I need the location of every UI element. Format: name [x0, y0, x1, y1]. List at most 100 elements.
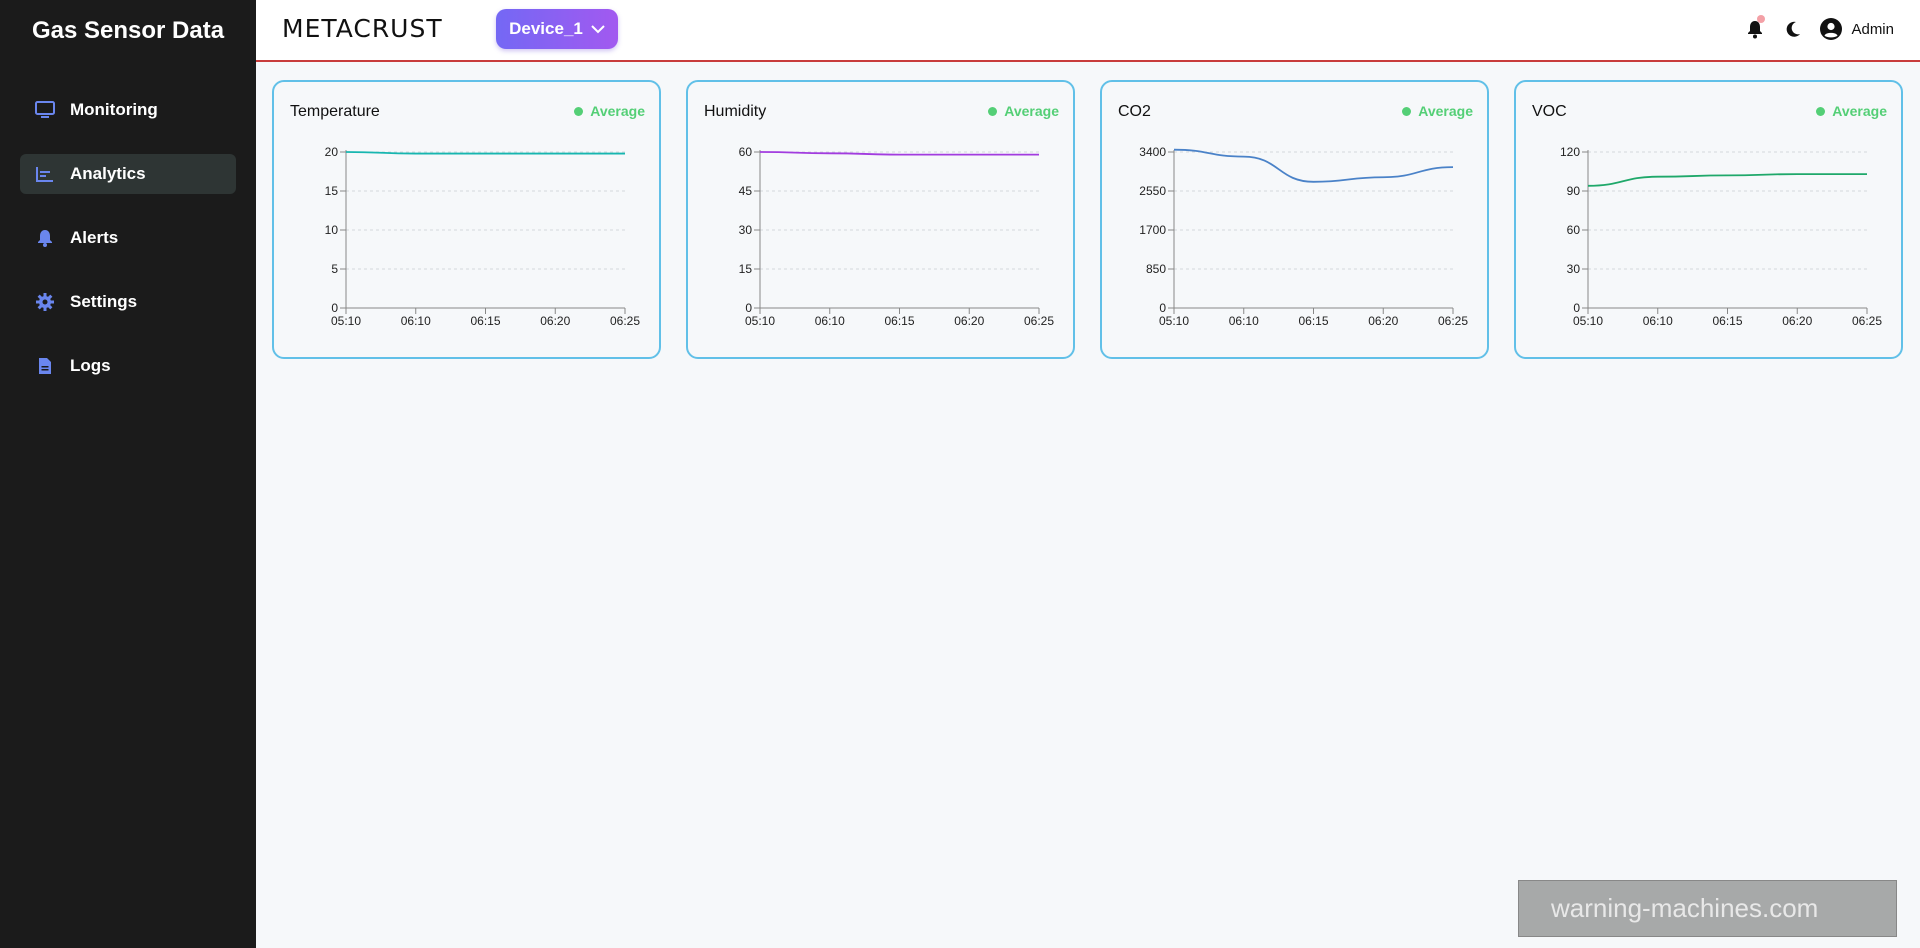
status-dot	[1402, 106, 1412, 116]
series-line	[1173, 148, 1454, 183]
series-line	[345, 151, 625, 155]
x-tick-label: 06:20	[954, 314, 984, 328]
sidebar-item-analytics[interactable]: Analytics	[20, 154, 236, 194]
badge-label: Average	[1832, 103, 1887, 119]
status-dot	[574, 106, 584, 116]
notification-dot	[1757, 15, 1766, 23]
card-title: Temperature	[290, 103, 380, 120]
y-tick-label: 2550	[1139, 184, 1166, 198]
y-tick-label: 60	[1567, 223, 1581, 237]
y-tick-label: 20	[325, 145, 339, 159]
device-selector-label: Device_1	[509, 19, 583, 38]
x-tick-label: 05:10	[745, 314, 775, 328]
y-tick-label: 0	[1159, 301, 1166, 315]
sidebar-nav: Monitoring Analytics Alerts Settings Log…	[20, 90, 236, 410]
average-badge: Average	[574, 103, 645, 119]
bell-icon[interactable]	[1743, 15, 1767, 41]
series-line	[759, 151, 1039, 156]
sidebar-item-monitoring[interactable]: Monitoring	[20, 90, 236, 130]
x-tick-label: 06:10	[1643, 314, 1673, 328]
temperature-chart: 0 5 10 15 20 05:10 06:10 06:15 06:20 06:25	[325, 145, 641, 328]
co2-chart: 0 850 1700 2550 3400 05:10 06:10 06:15 06:20 06:2…	[1139, 145, 1468, 328]
moon-icon[interactable]	[1781, 17, 1805, 41]
file-icon	[34, 355, 56, 377]
co2-card: CO2 Average 0 850 1700 2550 3400 05:10 06:10 06…	[1100, 80, 1489, 359]
user-avatar-icon[interactable]	[1819, 17, 1843, 41]
badge-label: Average	[590, 103, 645, 119]
x-tick-label: 06:20	[1368, 314, 1398, 328]
temperature-card: Temperature Average 0 5 10 15 20 05:10 06:10 06…	[272, 80, 661, 359]
header-actions: Admin	[1729, 14, 1894, 44]
badge-label: Average	[1418, 103, 1473, 119]
card-title: Humidity	[704, 103, 767, 120]
sidebar-item-label: Alerts	[70, 228, 119, 247]
y-tick-label: 0	[1573, 301, 1580, 315]
x-tick-label: 05:10	[1159, 314, 1189, 328]
sidebar-item-settings[interactable]: Settings	[20, 282, 236, 322]
gear-icon	[34, 291, 56, 313]
y-tick-label: 15	[325, 184, 339, 198]
x-tick-label: 06:15	[470, 314, 500, 328]
x-tick-label: 05:10	[331, 314, 361, 328]
sidebar-item-label: Settings	[70, 292, 138, 311]
y-tick-label: 0	[331, 301, 338, 315]
card-title: CO2	[1118, 103, 1151, 120]
voc-card: VOC Average 0 30 60 90 120 05:10 06:10 06:15 06:…	[1514, 80, 1903, 359]
sidebar: Gas Sensor Data Monitoring Analytics Ale…	[0, 0, 256, 948]
x-tick-label: 06:25	[1438, 314, 1468, 328]
x-tick-label: 06:10	[815, 314, 845, 328]
y-tick-label: 120	[1560, 145, 1580, 159]
x-tick-label: 06:10	[1229, 314, 1259, 328]
sidebar-item-alerts[interactable]: Alerts	[20, 218, 236, 258]
y-tick-label: 45	[739, 184, 753, 198]
sidebar-item-label: Analytics	[70, 164, 146, 183]
user-name[interactable]: Admin	[1851, 20, 1894, 38]
average-badge: Average	[1816, 103, 1887, 119]
chevron-down-icon	[591, 24, 605, 33]
x-tick-label: 06:15	[884, 314, 914, 328]
sidebar-item-label: Logs	[70, 356, 111, 375]
average-badge: Average	[988, 103, 1059, 119]
app-title: Gas Sensor Data	[31, 17, 225, 44]
y-tick-label: 0	[745, 301, 752, 315]
bar-chart-icon	[34, 163, 56, 185]
y-tick-label: 60	[739, 145, 753, 159]
x-tick-label: 06:15	[1712, 314, 1742, 328]
monitor-icon	[34, 99, 56, 121]
brand-logo-text: METACRUST	[282, 14, 443, 43]
card-title: VOC	[1532, 103, 1567, 120]
badge-label: Average	[1004, 103, 1059, 119]
x-tick-label: 06:20	[540, 314, 570, 328]
y-tick-label: 30	[739, 223, 753, 237]
series-line	[1587, 173, 1867, 187]
voc-chart: 0 30 60 90 120 05:10 06:10 06:15 06:20 06:25	[1560, 145, 1882, 328]
y-tick-label: 1700	[1139, 223, 1166, 237]
x-tick-label: 06:20	[1782, 314, 1812, 328]
sidebar-item-label: Monitoring	[70, 100, 158, 119]
humidity-card: Humidity Average 0 15 30 45 60 05:10 06:10 06:1…	[686, 80, 1075, 359]
y-tick-label: 5	[331, 262, 338, 276]
brand-logo: METACRUST	[282, 14, 443, 44]
y-tick-label: 90	[1567, 184, 1581, 198]
x-tick-label: 06:15	[1298, 314, 1328, 328]
top-bar: METACRUST Device_1 Admin	[256, 0, 1920, 62]
status-dot	[1816, 106, 1826, 116]
sensor-charts: Temperature Average 0 5 10 15 20 05:10 06:10 06…	[272, 80, 1904, 360]
watermark: warning-machines.com	[1518, 880, 1897, 937]
x-tick-label: 06:25	[610, 314, 640, 328]
y-tick-label: 15	[739, 262, 753, 276]
x-tick-label: 06:25	[1852, 314, 1882, 328]
device-selector-button[interactable]: Device_1	[496, 9, 618, 49]
y-tick-label: 850	[1146, 262, 1166, 276]
y-tick-label: 30	[1567, 262, 1581, 276]
average-badge: Average	[1402, 103, 1473, 119]
status-dot	[988, 106, 998, 116]
humidity-chart: 0 15 30 45 60 05:10 06:10 06:15 06:20 06:25	[739, 145, 1055, 328]
y-tick-label: 10	[325, 223, 339, 237]
sidebar-item-logs[interactable]: Logs	[20, 346, 236, 386]
x-tick-label: 05:10	[1573, 314, 1603, 328]
y-tick-label: 3400	[1139, 145, 1166, 159]
bell-icon	[34, 227, 56, 249]
x-tick-label: 06:25	[1024, 314, 1054, 328]
x-tick-label: 06:10	[401, 314, 431, 328]
